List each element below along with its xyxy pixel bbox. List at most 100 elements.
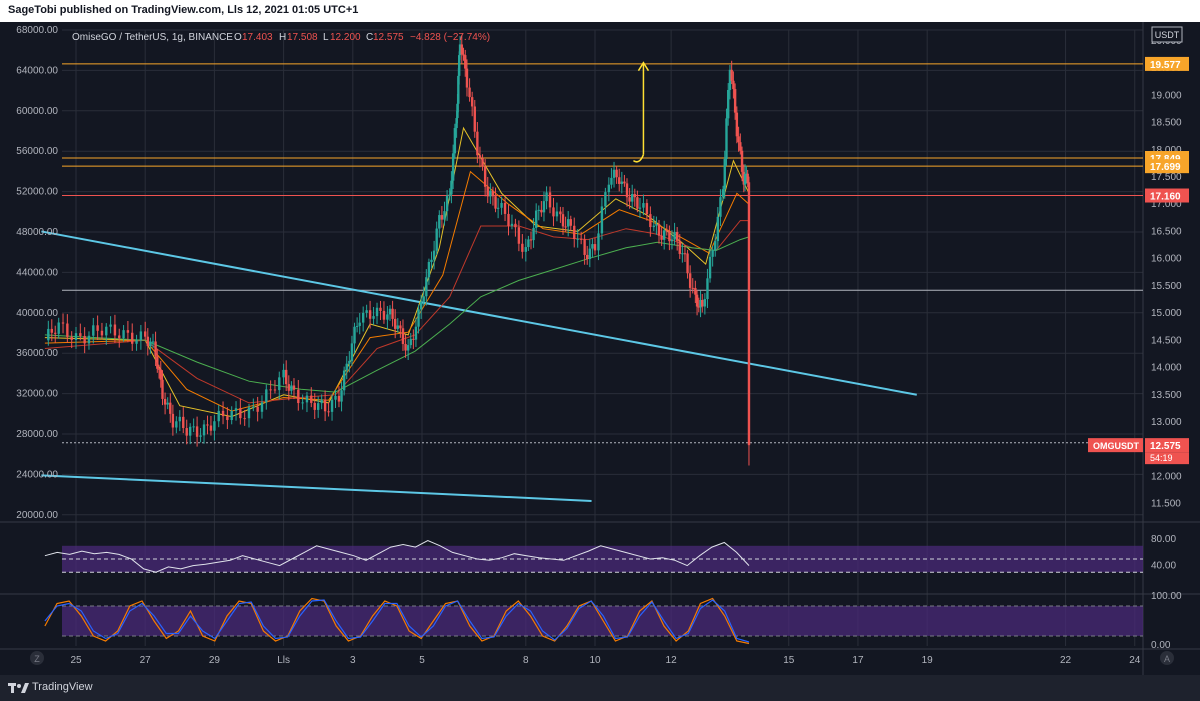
candle-body [625, 183, 629, 198]
candle-body [524, 247, 527, 252]
candle-body [430, 259, 433, 262]
candle-body [375, 307, 379, 317]
price-chart[interactable]: 68000.00 64000.00 60000.00 56000.00 52000.00… [0, 22, 1200, 675]
arrow-hook [633, 154, 645, 163]
candle-body [188, 426, 192, 436]
last-candle-body [747, 182, 751, 446]
candle-body [579, 238, 583, 240]
projection-arrow[interactable] [633, 61, 650, 163]
candle-body [301, 402, 304, 404]
x-axis-tick: 3 [350, 655, 356, 666]
candle-body [422, 296, 425, 302]
right-axis-tick: 13.500 [1151, 390, 1182, 401]
candle-body [496, 207, 500, 209]
candle-body [730, 69, 733, 81]
candle-body [317, 403, 320, 410]
candle-body [406, 345, 410, 351]
candle-body [340, 390, 343, 402]
legend-high: 17.508 [287, 32, 318, 43]
candle-body [675, 231, 679, 241]
left-axis-tick: 64000.00 [16, 65, 58, 76]
candle-body [355, 325, 359, 327]
candle-body [327, 411, 330, 413]
footer-bar: TradingView [0, 675, 1200, 701]
right-axis-tick: 18.500 [1151, 118, 1182, 129]
candle-body [727, 89, 730, 119]
candle-body [489, 190, 492, 197]
candle-body [548, 192, 552, 208]
x-axis-tick: 29 [209, 655, 221, 666]
candle-body [706, 278, 709, 300]
candle-body [507, 213, 510, 226]
candle-body [234, 408, 238, 411]
candle-body [739, 142, 742, 151]
candle-body [534, 210, 538, 228]
candle-body [230, 410, 233, 421]
tradingview-logo-icon [8, 683, 29, 693]
candle-body [450, 180, 453, 195]
x-axis-tick: Lls [277, 655, 290, 666]
candle-body [66, 323, 69, 337]
zoom-reset-label: Z [34, 654, 40, 664]
candle-body [708, 256, 712, 279]
candle-body [419, 301, 423, 310]
candle-body [649, 214, 652, 228]
candle-body [746, 173, 749, 184]
candle-body [284, 369, 288, 385]
zoom-reset-button[interactable] [30, 651, 44, 665]
candle-body [453, 128, 457, 154]
candle-body [350, 343, 354, 361]
candle-body [199, 435, 202, 437]
candle-body [213, 421, 216, 431]
left-axis-tick: 36000.00 [16, 348, 58, 359]
candle-body [185, 428, 188, 436]
candle-body [195, 426, 199, 437]
candle-body [681, 253, 684, 255]
left-axis-tick: 68000.00 [16, 25, 58, 36]
candle-body [221, 410, 225, 417]
candle-body [440, 215, 444, 220]
x-axis-tick: 12 [666, 655, 678, 666]
candle-body [642, 203, 645, 208]
price-label-box-2 [1145, 159, 1189, 174]
legend-change: −4.828 (−27.74%) [410, 32, 490, 43]
candle-body [697, 306, 700, 308]
candle-body [409, 338, 412, 346]
rsi-axis-tick: 80.00 [1151, 534, 1176, 545]
candle-body [561, 214, 565, 227]
candle-body [74, 333, 78, 340]
currency-box[interactable] [1151, 26, 1183, 43]
countdown: 54:19 [1150, 453, 1173, 463]
candle-body [473, 106, 476, 132]
left-axis-tick: 48000.00 [16, 227, 58, 238]
candle-body [745, 173, 748, 175]
right-axis-tick: 12.000 [1151, 471, 1182, 482]
candle-body [668, 231, 671, 242]
right-axis-tick: 14.500 [1151, 335, 1182, 346]
candle-body [686, 253, 689, 274]
candle-body [723, 158, 726, 190]
publisher-text: SageTobi published on TradingView.com, L… [8, 4, 359, 16]
candle-body [206, 424, 209, 426]
candle-body [427, 261, 431, 278]
chart-background [0, 22, 1200, 675]
candle-body [438, 215, 441, 229]
candle-body [633, 194, 636, 198]
stoch-band [62, 606, 1143, 636]
trendlines[interactable] [41, 230, 917, 502]
x-axis-tick: 24 [1129, 655, 1141, 666]
price-label: 17.699 [1150, 162, 1181, 173]
candle-body [154, 341, 157, 357]
candle-body [470, 97, 474, 107]
auto-scale-button[interactable] [1160, 651, 1174, 665]
candle-body [256, 406, 259, 412]
currency-label: USDT [1155, 30, 1180, 40]
candle-body [462, 54, 465, 56]
candle-body [96, 325, 99, 331]
candle-body [456, 103, 459, 119]
candle-body [239, 408, 242, 419]
candle-body [743, 174, 747, 185]
candle-body [593, 244, 597, 251]
rsi-axis-tick: 40.00 [1151, 561, 1176, 572]
candle-body [652, 225, 656, 228]
